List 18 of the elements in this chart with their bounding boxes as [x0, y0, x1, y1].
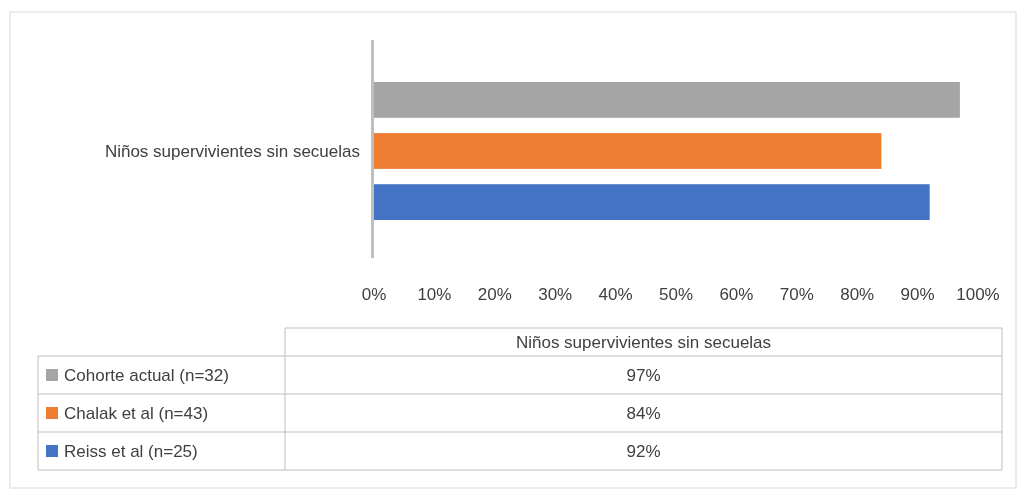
text: 84%	[626, 403, 661, 423]
text: 97%	[626, 365, 661, 385]
x-tick-label: 90%	[900, 285, 935, 304]
x-tick-label: 60%	[719, 285, 754, 304]
x-tick-label: 20%	[477, 285, 512, 304]
x-tick-label: 10%	[417, 285, 452, 304]
x-tick-label: 100%	[956, 285, 1000, 304]
x-tick-label: 70%	[779, 285, 814, 304]
x-tick-label: 40%	[598, 285, 633, 304]
category-label: Niños supervivientes sin secuelas	[515, 332, 772, 352]
text: 92%	[626, 441, 661, 461]
x-tick-label: 30%	[538, 285, 573, 304]
x-tick-label: 80%	[840, 285, 875, 304]
legend-label: Chalak et al (n=43)	[64, 403, 209, 423]
legend-label: Cohorte actual (n=32)	[64, 365, 229, 385]
legend-label: Reiss et al (n=25)	[64, 441, 198, 461]
x-tick-label: 50%	[658, 285, 694, 304]
x-tick-label: 0%	[361, 285, 387, 304]
